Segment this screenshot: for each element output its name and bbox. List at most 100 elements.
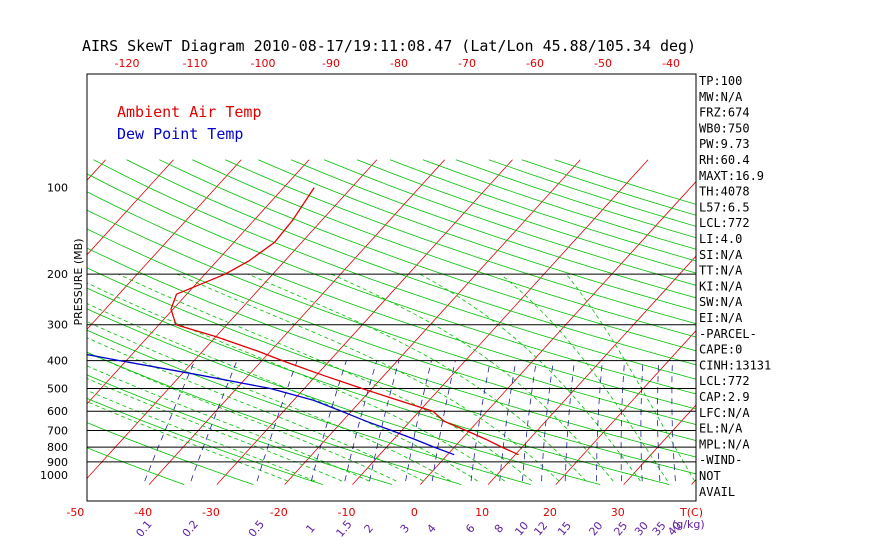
mixing-ratio-label: 12 [531, 519, 550, 538]
isotherm-line [0, 160, 38, 485]
mixing-ratio-label: 1 [303, 522, 317, 536]
moist-adiabat-line [87, 378, 343, 482]
stability-index-item: TH:4078 [699, 185, 750, 199]
mixing-ratio-label: 6 [463, 522, 477, 536]
moist-adiabat-line [87, 352, 397, 482]
mixing-ratio-line [620, 360, 625, 482]
stability-index-item: L57:6.5 [699, 200, 750, 214]
dry-adiabat-line [87, 173, 696, 395]
dry-adiabat-line [87, 209, 696, 425]
mixing-ratio-label: 25 [611, 519, 630, 538]
pressure-tick-label: 400 [47, 355, 68, 368]
stability-index-item: RH:60.4 [699, 153, 750, 167]
mixing-ratio-line [596, 360, 603, 482]
dry-adiabat-line [87, 329, 531, 485]
dry-adiabat-line [356, 159, 696, 274]
isotherm-line [419, 180, 696, 485]
legend-dew-point-temp: Dew Point Temp [117, 125, 243, 143]
stability-index-item: SW:N/A [699, 295, 743, 309]
moist-adiabat-line [87, 389, 316, 482]
bottom-temp-tick-label: 10 [475, 506, 489, 519]
moist-adiabat-line [87, 365, 370, 482]
moist-adiabat-line [87, 337, 424, 482]
stability-index-item: MPL:N/A [699, 437, 750, 451]
stability-index-item: -PARCEL- [699, 327, 757, 341]
bottom-temp-tick-label: -30 [202, 506, 220, 519]
legend: Ambient Air Temp Dew Point Temp [117, 103, 262, 143]
top-temp-tick-label: -40 [662, 57, 680, 70]
isotherm-line [87, 159, 174, 256]
dry-adiabat-line [126, 159, 696, 366]
mixing-ratio-label: 2 [362, 522, 376, 536]
mixing-ratio-line [522, 360, 537, 482]
pressure-axis-label: PRESSURE (MB) [72, 239, 85, 326]
stability-index-item: EI:N/A [699, 311, 743, 325]
stability-index-item: FRZ:674 [699, 106, 750, 120]
dry-adiabat-line [87, 287, 670, 485]
mixing-ratio-line [470, 360, 491, 482]
mixing-ratio-unit-label: (g/kg) [672, 518, 705, 531]
stability-index-item: WB0:750 [699, 121, 750, 135]
stability-index-item: KI:N/A [699, 279, 743, 293]
mixing-ratio-line [369, 360, 400, 482]
dry-adiabat-line [258, 159, 696, 312]
plot-frame [86, 73, 697, 502]
moist-adiabat-line [87, 321, 451, 482]
dry-adiabat-line [389, 159, 696, 262]
bottom-temp-tick-label: -10 [338, 506, 356, 519]
dry-adiabat-line [87, 374, 393, 485]
stability-index-item: -WIND- [699, 453, 742, 467]
mixing-ratio-line [431, 360, 456, 482]
stability-index-item: NOT [699, 469, 721, 483]
pressure-tick-label: 800 [47, 441, 68, 454]
legend-ambient-air-temp: Ambient Air Temp [117, 103, 262, 121]
pressure-tick-label: 300 [47, 319, 68, 332]
top-temp-tick-label: -100 [251, 57, 276, 70]
moist-adiabat-line [177, 273, 560, 482]
isotherm-line [87, 159, 242, 330]
bottom-temp-tick-label: 30 [611, 506, 625, 519]
dry-adiabat-line [455, 159, 696, 239]
dry-adiabat-line [422, 159, 696, 250]
mixing-ratio-label: 3 [398, 522, 412, 536]
moist-adiabat-line [565, 273, 696, 482]
stability-index-item: PW:9.73 [699, 137, 750, 151]
sounding-profiles [87, 187, 519, 456]
isotherm-line [827, 160, 870, 485]
bottom-temp-tick-label: 20 [543, 506, 557, 519]
bottom-temp-tick-label: -50 [66, 506, 84, 519]
mixing-ratio-label: 15 [555, 519, 574, 538]
dry-adiabat-line [87, 191, 696, 410]
pressure-isobars [87, 273, 696, 463]
pressure-tick-label: 100 [47, 182, 68, 195]
moist-adiabat-line [419, 273, 641, 482]
pressure-tick-label: 200 [47, 268, 68, 281]
dry-adiabat-line [87, 308, 601, 485]
pressure-tick-label: 600 [47, 405, 68, 418]
pressure-tick-label: 500 [47, 382, 68, 395]
dry-adiabat-line [87, 228, 696, 441]
stability-index-item: MW:N/A [699, 90, 743, 104]
mixing-ratio-label: 10 [512, 519, 531, 538]
stability-index-item: LCL:772 [699, 216, 750, 230]
ambient-air-temp-profile-line [170, 187, 519, 456]
moist-adiabat-line [331, 273, 614, 482]
top-temp-tick-label: -110 [183, 57, 208, 70]
dry-adiabat-line [87, 422, 254, 485]
top-temp-tick-label: -70 [458, 57, 476, 70]
top-temp-tick-label: -90 [322, 57, 340, 70]
pressure-tick-label: 700 [47, 424, 68, 437]
stability-index-item: CAPE:0 [699, 343, 742, 357]
dry-adiabat-line [87, 351, 462, 485]
stability-index-item: CINH:13131 [699, 358, 771, 372]
dry-adiabat-line [87, 247, 696, 458]
stability-index-item: MAXT:16.9 [699, 169, 764, 183]
bottom-temp-tick-label: -20 [270, 506, 288, 519]
mixing-ratio-line [671, 360, 676, 482]
mixing-ratio-label: 8 [492, 522, 506, 536]
dry-adiabat-line [159, 159, 696, 352]
mixing-ratio-line [657, 360, 661, 482]
mixing-ratio-line [564, 360, 575, 482]
moist-adiabat-line [87, 282, 506, 482]
